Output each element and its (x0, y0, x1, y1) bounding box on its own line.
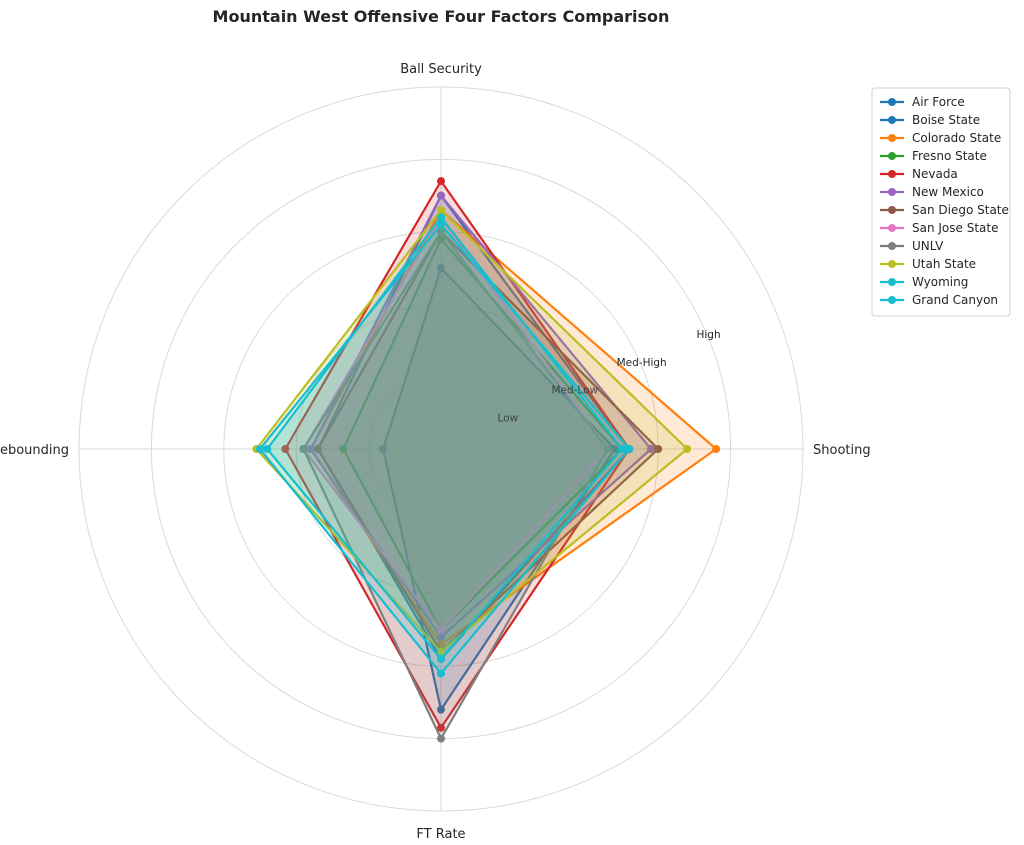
legend-label: Boise State (912, 113, 980, 127)
legend: Air Force Boise State Colorado State Fresno… (872, 88, 1010, 316)
data-point (437, 221, 445, 229)
data-point (683, 445, 691, 453)
tick-label: Med-Low (551, 385, 598, 397)
legend-marker (888, 116, 896, 124)
axis-label-off-rebounding: Off Rebounding (0, 443, 69, 458)
data-point (437, 735, 445, 743)
series-layer (252, 177, 720, 742)
legend-label: San Jose State (912, 221, 998, 235)
data-point (437, 213, 445, 221)
data-point (437, 669, 445, 677)
legend-label: Colorado State (912, 131, 1001, 145)
legend-marker (888, 278, 896, 286)
legend-label: Air Force (912, 95, 965, 109)
legend-label: Utah State (912, 257, 976, 271)
data-point (437, 192, 445, 200)
legend-marker (888, 170, 896, 178)
axis-label-ft-rate: FT Rate (416, 827, 465, 842)
tick-label: Med-High (617, 357, 667, 369)
legend-marker (888, 206, 896, 214)
legend-marker (888, 224, 896, 232)
legend-label: Grand Canyon (912, 293, 998, 307)
tick-label: High (696, 329, 720, 341)
legend-label: UNLV (912, 239, 944, 253)
legend-marker (888, 242, 896, 250)
data-point (256, 445, 264, 453)
legend-label: Wyoming (912, 275, 968, 289)
series-grand-canyon (256, 221, 633, 678)
legend-label: New Mexico (912, 185, 984, 199)
data-point (625, 445, 633, 453)
data-point (712, 445, 720, 453)
legend-marker (888, 152, 896, 160)
legend-marker (888, 134, 896, 142)
legend-marker (888, 260, 896, 268)
data-point (437, 206, 445, 214)
series-area (260, 225, 629, 674)
tick-label: Low (498, 412, 519, 424)
legend-label: San Diego State (912, 203, 1009, 217)
legend-marker (888, 188, 896, 196)
axis-label-shooting: Shooting (813, 443, 871, 458)
legend-label: Fresno State (912, 149, 987, 163)
axis-label-ball-security: Ball Security (400, 62, 482, 77)
legend-marker (888, 296, 896, 304)
data-point (437, 177, 445, 185)
legend-label: Nevada (912, 167, 958, 181)
chart-title: Mountain West Offensive Four Factors Com… (213, 7, 670, 26)
legend-marker (888, 98, 896, 106)
